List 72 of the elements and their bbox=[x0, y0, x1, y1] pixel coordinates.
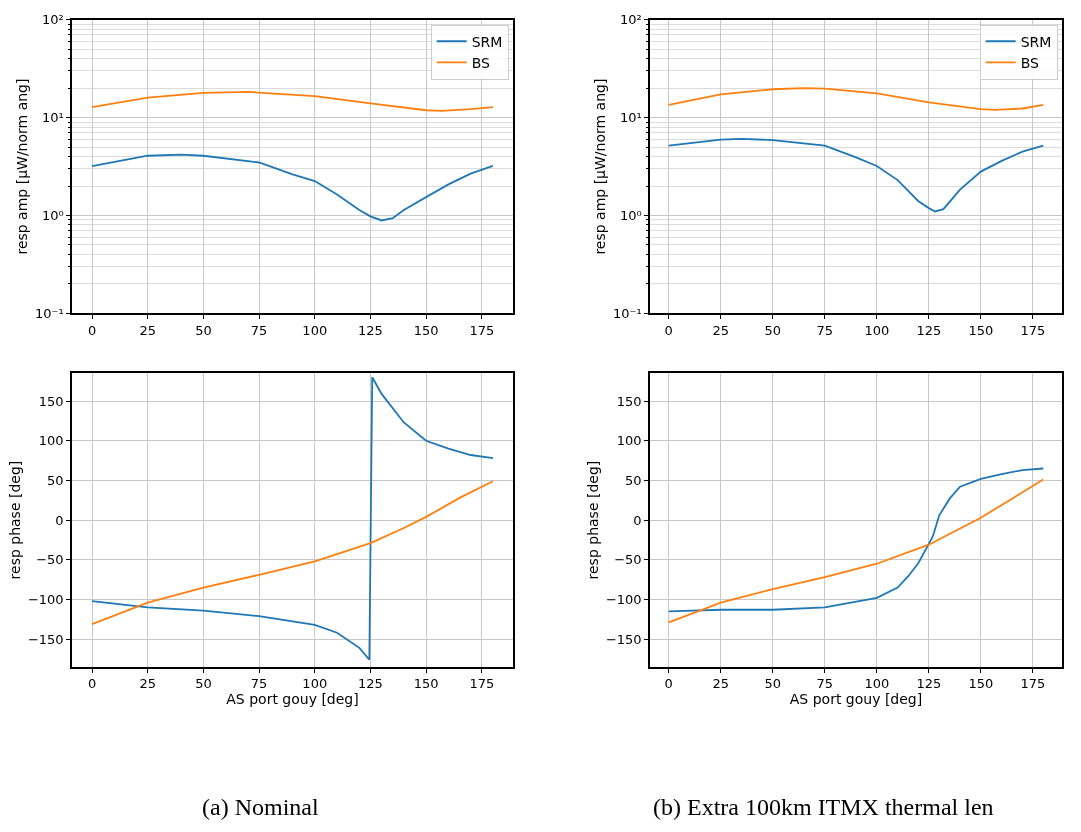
y-tick-label: 0 bbox=[633, 512, 642, 528]
y-tick-label: 10⁰ bbox=[41, 208, 64, 224]
y-axis-title: resp amp [μW/norm ang] bbox=[14, 78, 31, 255]
y-tick-label: −100 bbox=[27, 591, 64, 607]
line-series bbox=[91, 376, 494, 661]
x-tick-label: 150 bbox=[413, 322, 439, 338]
y-axis-title: resp phase [deg] bbox=[7, 460, 24, 580]
x-axis-title: AS port gouy [deg] bbox=[226, 691, 359, 708]
x-tick-label: 0 bbox=[664, 676, 673, 692]
text: (b) Extra 100km ITMX thermal len bbox=[653, 794, 994, 820]
y-tick-label: 150 bbox=[38, 393, 64, 409]
x-tick-label: 25 bbox=[712, 676, 730, 692]
y-axis-title: resp phase [deg] bbox=[585, 460, 602, 580]
x-tick-label: 150 bbox=[968, 676, 994, 692]
y-tick-label: 10² bbox=[619, 12, 642, 28]
y-tick-label: −150 bbox=[27, 631, 64, 647]
y-tick-label: 100 bbox=[616, 433, 642, 449]
legend-label: SRM bbox=[1020, 33, 1052, 50]
line-series bbox=[667, 87, 1045, 111]
x-tick-label: 25 bbox=[712, 322, 730, 338]
x-tick-label: 0 bbox=[87, 676, 97, 692]
x-tick-label: 50 bbox=[764, 676, 782, 692]
x-tick-label: 0 bbox=[664, 322, 673, 338]
legend-label: BS bbox=[1020, 54, 1040, 71]
y-tick-label: −50 bbox=[614, 552, 642, 568]
y-tick-label: 0 bbox=[55, 512, 64, 528]
text: (a) Nominal bbox=[202, 794, 319, 820]
x-tick-label: 125 bbox=[916, 322, 942, 338]
y-tick-label: 10⁻¹ bbox=[35, 305, 64, 321]
x-tick-label: 50 bbox=[195, 676, 212, 692]
line-series bbox=[91, 480, 494, 625]
x-tick-label: 100 bbox=[302, 676, 328, 692]
x-tick-label: 150 bbox=[413, 676, 439, 692]
y-tick-label: −50 bbox=[36, 552, 64, 568]
y-tick-label: 150 bbox=[616, 393, 642, 409]
x-tick-label: 125 bbox=[358, 322, 383, 338]
x-tick-label: 75 bbox=[250, 676, 268, 692]
line-series bbox=[91, 153, 494, 222]
x-tick-label: 125 bbox=[916, 676, 942, 692]
x-tick-label: 175 bbox=[1020, 676, 1046, 692]
y-tick-label: 10¹ bbox=[619, 110, 642, 126]
y-tick-label: 10² bbox=[41, 12, 64, 28]
x-tick-label: 100 bbox=[864, 322, 890, 338]
x-tick-label: 75 bbox=[816, 676, 834, 692]
x-tick-label: 175 bbox=[1020, 322, 1046, 338]
x-tick-label: 175 bbox=[469, 676, 495, 692]
x-tick-label: 100 bbox=[864, 676, 890, 692]
x-axis-title: AS port gouy [deg] bbox=[789, 691, 923, 708]
x-tick-label: 0 bbox=[87, 322, 97, 338]
line-series bbox=[667, 137, 1045, 213]
x-tick-label: 100 bbox=[302, 322, 328, 338]
y-tick-label: 10¹ bbox=[41, 110, 64, 126]
y-tick-label: −150 bbox=[605, 631, 642, 647]
x-tick-label: 50 bbox=[195, 322, 212, 338]
x-tick-label: 50 bbox=[764, 322, 782, 338]
y-tick-label: 50 bbox=[47, 472, 64, 488]
x-tick-label: 75 bbox=[816, 322, 834, 338]
y-tick-label: 100 bbox=[38, 433, 64, 449]
x-tick-label: 175 bbox=[469, 322, 495, 338]
y-tick-label: 50 bbox=[625, 472, 642, 488]
legend-label: BS bbox=[471, 54, 491, 71]
y-tick-label: 10⁰ bbox=[619, 208, 642, 224]
y-tick-label: 10⁻¹ bbox=[613, 305, 642, 321]
x-tick-label: 25 bbox=[139, 676, 156, 692]
line-series bbox=[91, 91, 494, 112]
x-tick-label: 75 bbox=[250, 322, 268, 338]
x-tick-label: 150 bbox=[968, 322, 994, 338]
x-tick-label: 125 bbox=[358, 676, 383, 692]
y-axis-title: resp amp [μW/norm ang] bbox=[592, 78, 609, 255]
legend-label: SRM bbox=[471, 33, 503, 50]
x-tick-label: 25 bbox=[139, 322, 156, 338]
y-tick-label: −100 bbox=[605, 591, 642, 607]
